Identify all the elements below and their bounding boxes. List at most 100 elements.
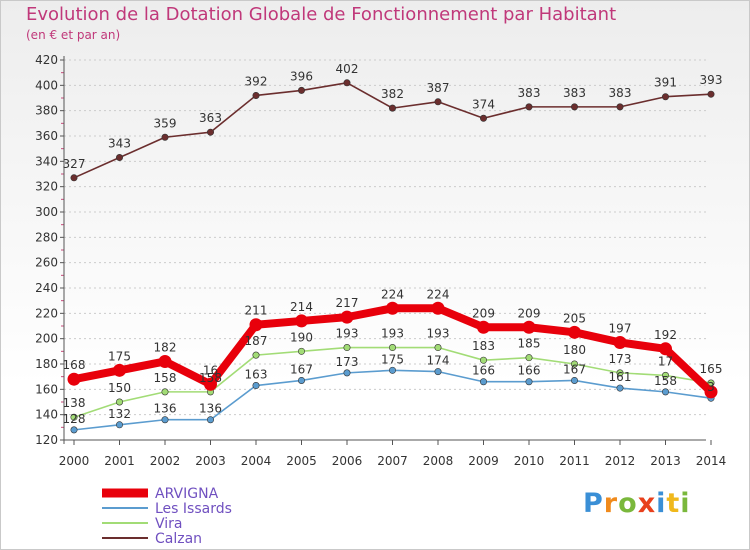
data-point — [386, 301, 399, 315]
data-point — [113, 363, 126, 377]
data-label: 193 — [381, 327, 404, 341]
data-point — [477, 320, 490, 334]
x-tick-label: 2012 — [605, 454, 636, 468]
y-tick-label: 400 — [35, 78, 58, 92]
data-point — [70, 174, 78, 182]
legend-label: ARVIGNA — [155, 486, 219, 502]
y-tick-label: 420 — [35, 53, 58, 67]
data-label: 205 — [563, 311, 586, 325]
data-label: 217 — [336, 296, 359, 310]
data-label: 166 — [472, 364, 495, 378]
data-point — [204, 377, 217, 391]
data-point — [434, 368, 442, 376]
logo-letter: t — [666, 488, 681, 519]
data-point — [570, 360, 578, 368]
data-label: 209 — [518, 306, 541, 320]
legend-label: Calzan — [155, 531, 202, 547]
data-point — [525, 103, 533, 111]
data-point — [431, 301, 445, 315]
logo-letter: P — [583, 488, 604, 519]
data-label: 382 — [381, 87, 404, 101]
data-label: 224 — [427, 287, 450, 301]
data-point — [116, 154, 124, 162]
data-label: 128 — [63, 412, 86, 426]
y-tick-label: 200 — [35, 332, 58, 346]
data-point — [297, 86, 305, 94]
data-label: 185 — [518, 337, 541, 351]
data-label: 182 — [154, 340, 177, 354]
data-point — [659, 342, 672, 356]
data-label: 214 — [290, 300, 313, 314]
data-point — [116, 421, 124, 429]
data-label: 3 — [707, 380, 715, 394]
data-point — [661, 371, 669, 379]
chart-title: Evolution de la Dotation Globale de Fonc… — [26, 4, 617, 25]
data-point — [297, 376, 305, 384]
data-label: 193 — [427, 327, 450, 341]
data-label: 396 — [290, 69, 313, 83]
logo-letter: o — [618, 488, 638, 519]
y-tick-label: 300 — [35, 205, 58, 219]
x-tick-label: 2000 — [59, 454, 90, 468]
data-label: 327 — [63, 157, 86, 171]
logo-letter: r — [603, 488, 619, 519]
data-label: 187 — [245, 334, 268, 348]
data-label: 138 — [63, 396, 86, 410]
data-label: 158 — [654, 374, 677, 388]
data-point — [207, 128, 215, 136]
y-tick-label: 240 — [35, 281, 58, 295]
data-label: 180 — [563, 343, 586, 357]
data-point — [252, 351, 260, 359]
y-tick-label: 320 — [35, 180, 58, 194]
data-label: 393 — [700, 73, 723, 87]
data-label: 359 — [154, 116, 177, 130]
data-label: 174 — [427, 354, 450, 368]
x-tick-label: 2011 — [559, 454, 590, 468]
data-point — [161, 388, 169, 396]
legend-label: Les Issards — [155, 501, 232, 517]
data-label: 136 — [154, 402, 177, 416]
data-point — [434, 98, 442, 106]
data-label: 383 — [563, 86, 586, 100]
data-point — [616, 369, 624, 377]
data-label: 343 — [108, 137, 131, 151]
data-point — [249, 318, 263, 332]
data-label: 158 — [154, 371, 177, 385]
data-point — [295, 314, 308, 328]
x-tick-label: 2010 — [514, 454, 545, 468]
data-label: 175 — [381, 352, 404, 366]
data-point — [434, 344, 442, 352]
x-tick-label: 2009 — [468, 454, 499, 468]
logo-letter: i — [656, 488, 667, 519]
y-tick-label: 260 — [35, 256, 58, 270]
data-point — [568, 325, 581, 339]
data-point — [343, 369, 351, 377]
data-point — [570, 103, 578, 111]
data-point — [616, 103, 624, 111]
data-point — [161, 416, 169, 424]
data-point — [388, 344, 396, 352]
data-label: 175 — [108, 349, 131, 363]
data-point — [207, 416, 215, 424]
data-label: 211 — [245, 304, 268, 318]
x-tick-label: 2001 — [104, 454, 135, 468]
data-point — [252, 382, 260, 390]
x-tick-label: 2005 — [286, 454, 317, 468]
data-label: 165 — [700, 362, 723, 376]
data-point — [116, 398, 124, 406]
data-point — [479, 378, 487, 386]
data-point — [479, 356, 487, 364]
data-label: 383 — [609, 86, 632, 100]
data-point — [525, 354, 533, 362]
data-point — [616, 384, 624, 392]
data-point — [343, 79, 351, 87]
data-point — [70, 413, 78, 421]
data-label: 209 — [472, 306, 495, 320]
data-label: 150 — [108, 381, 131, 395]
y-tick-label: 160 — [35, 382, 58, 396]
x-tick-label: 2003 — [195, 454, 226, 468]
data-label: 197 — [609, 321, 632, 335]
data-point — [158, 354, 172, 368]
